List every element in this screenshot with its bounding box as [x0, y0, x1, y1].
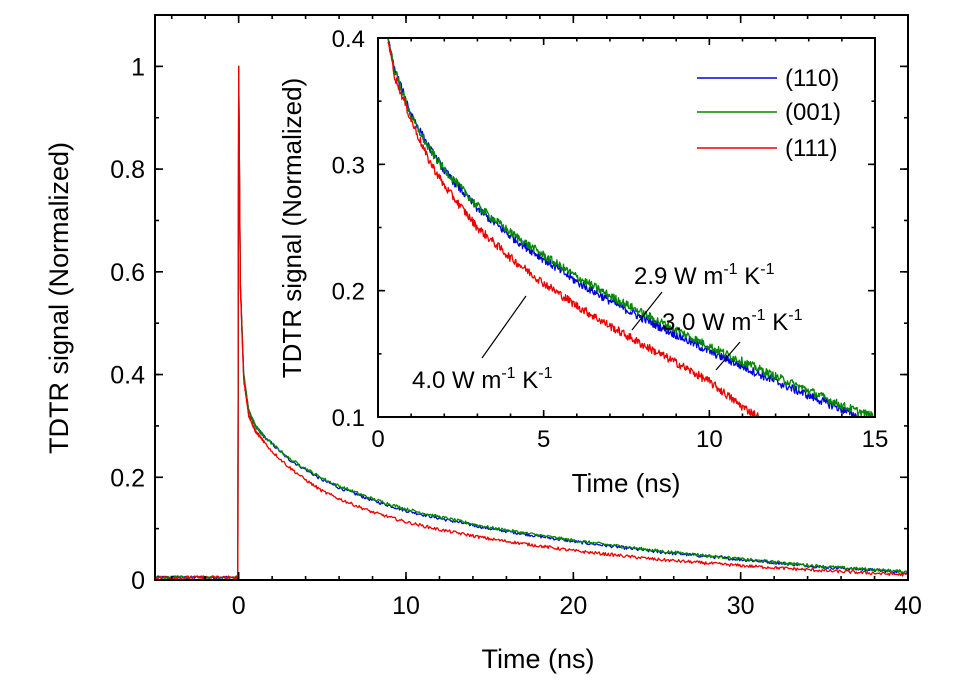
- inset-series-layer: [387, 37, 876, 418]
- main-x-axis-title: Time (ns): [482, 644, 595, 674]
- legend-label-111: (111): [785, 135, 837, 162]
- inset-annotations: 2.9 W m-1 K-1 3.0 W m-1 K-1 4.0 W m-1 K-…: [412, 261, 803, 394]
- main-x-tick-labels: 0 10 20 30 40: [232, 592, 922, 620]
- inset-y-tick-labels: 0.1 0.2 0.3 0.4: [332, 26, 365, 432]
- annotation-3-0-exp1: -1: [751, 307, 765, 324]
- inset-x-tick-label: 10: [696, 426, 723, 453]
- main-series-001: [154, 65, 909, 580]
- inset-plot: 0 5 10 15 0.1 0.2 0.3 0.4 Time (ns) TDTR…: [277, 26, 888, 498]
- main-plot-frame: [154, 14, 909, 581]
- annotation-3-0: 3.0 W m-1 K-1: [662, 307, 803, 336]
- inset-x-tick-labels: 0 5 10 15: [371, 426, 888, 453]
- inset-x-axis-title: Time (ns): [572, 468, 681, 498]
- main-x-tick-label: 10: [392, 592, 420, 620]
- main-y-tick-label: 0.8: [110, 156, 145, 184]
- inset-ticks: [377, 37, 876, 418]
- main-y-tick-label: 0.2: [110, 464, 145, 492]
- inset-y-tick-label: 0.2: [332, 279, 365, 306]
- annotation-3-0-base: 3.0 W m: [662, 309, 751, 336]
- annotation-2-9-exp1: -1: [723, 261, 737, 278]
- main-x-tick-label: 40: [894, 592, 922, 620]
- annotation-4-0: 4.0 W m-1 K-1: [412, 365, 553, 394]
- annotation-2-9-base: 2.9 W m: [634, 263, 723, 290]
- inset-background: [378, 38, 875, 417]
- annotation-4-0-base: 4.0 W m: [412, 367, 501, 394]
- inset-y-axis-title: TDTR signal (Normalized): [277, 78, 307, 379]
- inset-x-tick-label: 15: [862, 426, 889, 453]
- main-y-tick-label: 0.6: [110, 259, 145, 287]
- main-series-111: [154, 65, 908, 580]
- legend-label-001: (001): [785, 99, 841, 126]
- inset-y-tick-label: 0.1: [332, 405, 365, 432]
- main-series-layer: [154, 65, 909, 580]
- annotation-2-9: 2.9 W m-1 K-1: [634, 261, 775, 290]
- main-y-tick-label: 0.4: [110, 362, 145, 390]
- annotation-2-9-leader: [631, 291, 663, 331]
- inset-series-111: [387, 41, 760, 418]
- main-ticks: [155, 14, 909, 581]
- annotation-4-0-exp2: -1: [538, 365, 552, 382]
- inset-y-tick-label: 0.4: [332, 26, 365, 53]
- main-y-tick-labels: 0 0.2 0.4 0.6 0.8 1: [110, 53, 145, 595]
- inset-x-tick-label: 0: [371, 426, 384, 453]
- annotation-3-0-exp2: -1: [788, 307, 802, 324]
- main-x-tick-label: 30: [727, 592, 755, 620]
- annotation-3-0-leader: [715, 341, 741, 371]
- annotation-3-0-mid: K: [766, 309, 789, 336]
- annotation-2-9-mid: K: [738, 263, 761, 290]
- main-plot: 0 10 20 30 40 0 0.2 0.4 0.6 0.8 1 Time (…: [44, 14, 922, 674]
- legend-label-110: (110): [785, 65, 839, 92]
- inset-x-tick-label: 5: [537, 426, 550, 453]
- main-x-tick-label: 20: [559, 592, 587, 620]
- inset-y-tick-label: 0.3: [332, 152, 365, 179]
- inset-series-001: [387, 38, 876, 418]
- main-x-tick-label: 0: [232, 592, 246, 620]
- main-y-tick-label: 0: [131, 567, 145, 595]
- annotation-4-0-exp1: -1: [501, 365, 515, 382]
- main-y-axis-title: TDTR signal (Normalized): [44, 142, 74, 454]
- annotation-4-0-leader: [481, 295, 527, 359]
- main-y-tick-label: 1: [131, 53, 145, 81]
- inset-legend: (110) (001) (111): [697, 65, 841, 162]
- annotation-2-9-exp2: -1: [760, 261, 774, 278]
- annotation-4-0-mid: K: [516, 367, 539, 394]
